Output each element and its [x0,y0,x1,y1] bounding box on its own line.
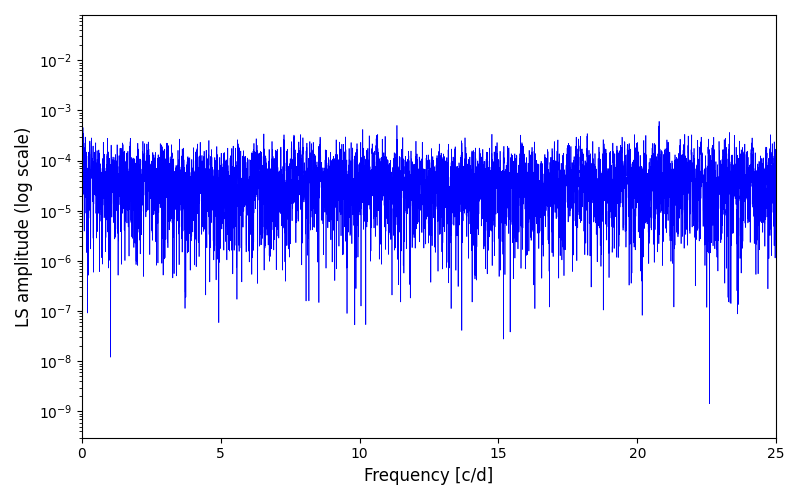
Y-axis label: LS amplitude (log scale): LS amplitude (log scale) [15,126,33,326]
X-axis label: Frequency [c/d]: Frequency [c/d] [364,467,494,485]
